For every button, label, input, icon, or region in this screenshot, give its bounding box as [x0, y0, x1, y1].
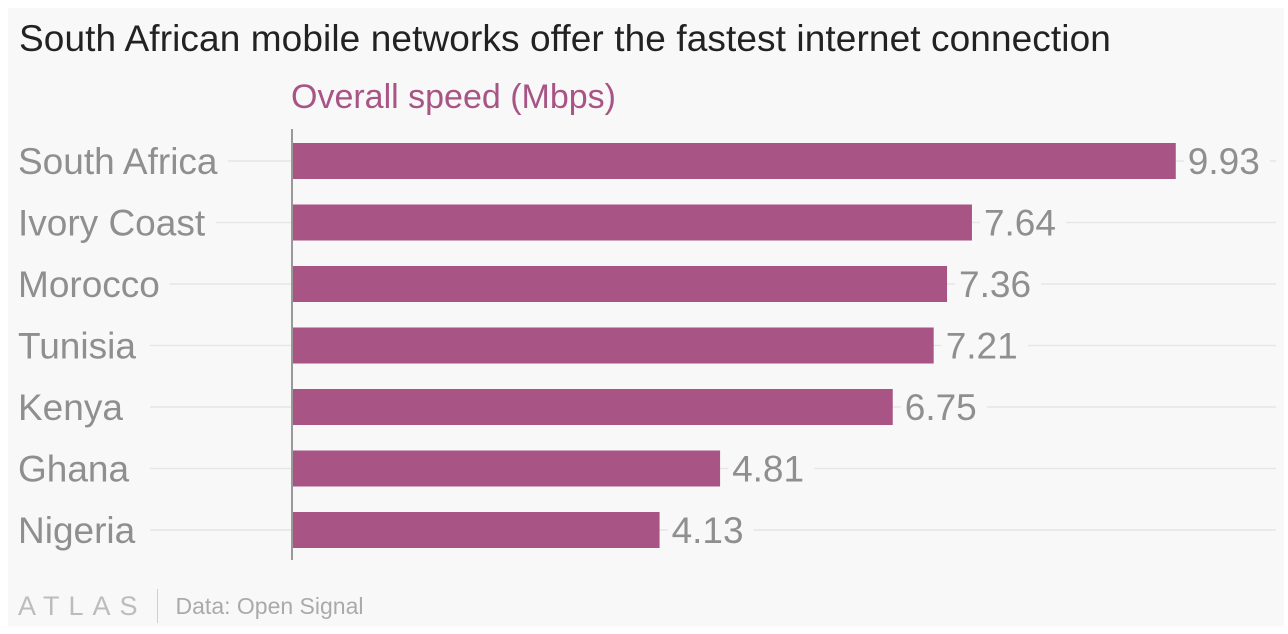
chart-title: South African mobile networks offer the … [19, 18, 1111, 59]
value-label: 4.13 [672, 510, 744, 551]
bar [292, 143, 1176, 179]
value-label: 7.36 [959, 264, 1031, 305]
footer-divider [156, 589, 158, 623]
label-backdrop [14, 202, 216, 244]
source-note: Data: Open Signal [175, 592, 364, 619]
value-label: 7.64 [984, 203, 1056, 244]
label-backdrop [900, 387, 987, 428]
value-label: 9.93 [1188, 141, 1260, 182]
value-label: 4.81 [732, 449, 804, 490]
bar [292, 327, 934, 364]
bar [292, 204, 972, 241]
label-backdrop [941, 325, 1028, 367]
label-backdrop [667, 510, 754, 551]
category-label: Kenya [18, 387, 123, 428]
category-label: Morocco [18, 264, 160, 305]
label-backdrop [14, 264, 170, 305]
label-backdrop [14, 325, 147, 367]
label-backdrop [14, 510, 146, 551]
label-backdrop [979, 202, 1066, 244]
bar [292, 266, 948, 302]
footer: ATLAS Data: Open Signal [18, 588, 363, 624]
label-backdrop [1183, 141, 1270, 182]
category-label: Ghana [18, 449, 130, 490]
value-label: 7.21 [946, 326, 1018, 367]
series-label: Overall speed (Mbps) [291, 78, 617, 116]
atlas-logo: ATLAS [18, 590, 147, 621]
value-label: 6.75 [905, 387, 977, 428]
category-label: South Africa [18, 141, 218, 182]
label-backdrop [14, 448, 140, 490]
label-backdrop [14, 141, 228, 182]
category-label: Tunisia [18, 326, 136, 367]
category-label: Ivory Coast [18, 203, 206, 244]
label-backdrop [955, 264, 1042, 305]
category-label: Nigeria [18, 510, 136, 551]
label-backdrop [728, 448, 815, 490]
bar [292, 389, 893, 425]
bar [292, 450, 721, 487]
bar [292, 512, 660, 548]
label-backdrop [14, 387, 134, 428]
